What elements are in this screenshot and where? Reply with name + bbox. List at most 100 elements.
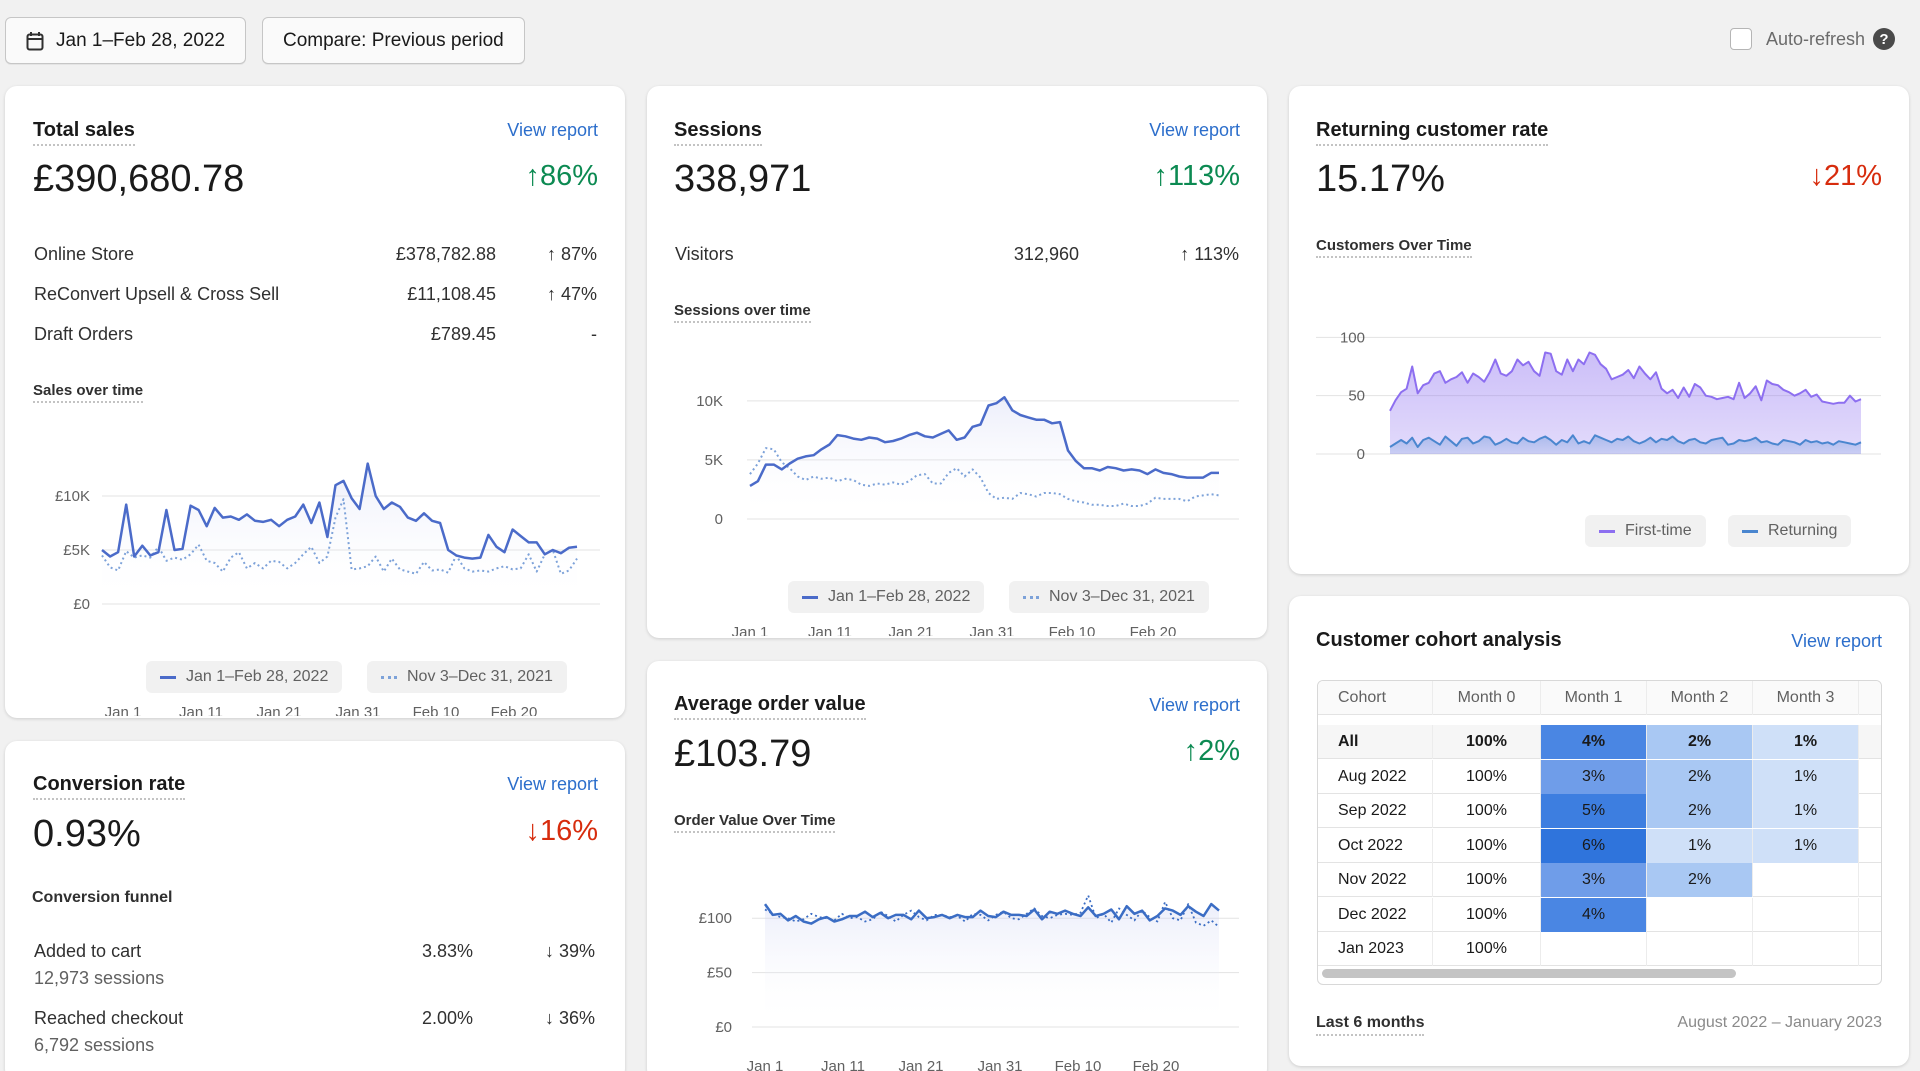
- chart-title[interactable]: Sales over time: [33, 382, 144, 403]
- cohort-cell: 1%: [1647, 828, 1753, 863]
- chart-title[interactable]: Order Value Over Time: [674, 812, 836, 833]
- view-report-link[interactable]: View report: [507, 774, 598, 794]
- table-row: Jan 2023 100%: [1318, 932, 1881, 966]
- y-tick-label: 5K: [705, 452, 723, 469]
- returning-change: ↓21%: [1809, 160, 1882, 192]
- card-title[interactable]: Sessions: [674, 119, 762, 146]
- period-range: August 2022 – January 2023: [1677, 1014, 1882, 1031]
- series-line: [101, 462, 578, 560]
- series-line: [1389, 434, 1862, 448]
- cohort-cell: 1%: [1753, 759, 1859, 794]
- x-tick-label: Feb 10: [1049, 624, 1096, 636]
- conversion-value: 0.93%: [33, 813, 141, 855]
- chart-title[interactable]: Customers Over Time: [1316, 237, 1472, 258]
- legend-returning[interactable]: Returning: [1728, 515, 1852, 547]
- visitors-value: 312,960: [1013, 244, 1079, 264]
- series-area: [1390, 352, 1861, 454]
- table-row: All 100% 4% 2% 1%: [1318, 725, 1881, 759]
- chart-title[interactable]: Sessions over time: [674, 302, 811, 323]
- x-tick-label: Jan 11: [821, 1058, 865, 1071]
- cohort-cell: Month 2: [1647, 681, 1753, 715]
- legend-label: Jan 1–Feb 28, 2022: [186, 668, 329, 685]
- x-tick-label: Feb 10: [413, 704, 460, 716]
- breakdown-change: ↑ 87%: [546, 244, 597, 264]
- returning-customer-card: Returning customer rate 15.17% ↓21% Cust…: [1289, 86, 1909, 574]
- previous-period-line: [749, 447, 1220, 507]
- cohort-cell: Month 3: [1753, 681, 1859, 715]
- view-report-link[interactable]: View report: [1149, 120, 1240, 140]
- cohort-label: Dec 2022: [1318, 897, 1433, 932]
- legend-current[interactable]: Jan 1–Feb 28, 2022: [788, 581, 985, 613]
- legend-label: Returning: [1768, 522, 1838, 539]
- y-tick-label: £100: [699, 910, 732, 927]
- funnel-step-value: 3.83%: [421, 941, 473, 961]
- cohort-cell: Month 1: [1541, 681, 1647, 715]
- sessions-change: ↑113%: [1153, 160, 1240, 192]
- aov-value: £103.79: [674, 733, 812, 775]
- help-icon[interactable]: ?: [1873, 28, 1895, 50]
- funnel-step-label: Reached checkout: [34, 1008, 184, 1028]
- series-area: [765, 904, 1219, 1027]
- average-order-value-card: Average order value View report £103.79 …: [647, 661, 1267, 1071]
- toolbar: Jan 1–Feb 28, 2022 Compare: Previous per…: [0, 0, 1920, 80]
- legend-label: Nov 3–Dec 31, 2021: [1049, 588, 1195, 605]
- card-title: Customer cohort analysis: [1316, 629, 1562, 651]
- cohort-cell: 1%: [1753, 828, 1859, 863]
- cohort-cell: [1753, 897, 1859, 932]
- breakdown-label: ReConvert Upsell & Cross Sell: [34, 284, 280, 304]
- series-line: [1389, 351, 1862, 412]
- funnel-step-value: 2.00%: [421, 1008, 473, 1028]
- cohort-table: Cohort Month 0 Month 1 Month 2 Month 3 All 100…: [1317, 680, 1882, 985]
- card-title[interactable]: Average order value: [674, 693, 866, 720]
- date-range-label: Jan 1–Feb 28, 2022: [56, 29, 226, 51]
- aov-chart: £0 £50 £100 Jan 1 Jan 11 Jan 21 Jan 31 Feb 10 Fe…: [699, 894, 1239, 1071]
- table-row: Nov 2022 100% 3% 2%: [1318, 863, 1881, 897]
- funnel-step-change: ↓ 36%: [544, 1008, 595, 1028]
- x-tick-label: Jan 11: [179, 704, 223, 716]
- legend-previous[interactable]: Nov 3–Dec 31, 2021: [1009, 581, 1209, 613]
- cohort-cell: 4%: [1541, 897, 1647, 932]
- view-report-link[interactable]: View report: [1149, 695, 1240, 715]
- auto-refresh-label: Auto-refresh: [1765, 28, 1865, 49]
- visitors-label: Visitors: [675, 244, 734, 264]
- view-report-link[interactable]: View report: [507, 120, 598, 140]
- legend-first-time[interactable]: First-time: [1585, 515, 1706, 547]
- legend-previous[interactable]: Nov 3–Dec 31, 2021: [367, 661, 567, 693]
- cohort-cell: [1647, 932, 1753, 966]
- cohort-cell: 2%: [1647, 759, 1753, 794]
- card-title[interactable]: Total sales: [33, 119, 135, 146]
- y-tick-label: 0: [715, 511, 723, 528]
- cohort-cell: [1647, 897, 1753, 932]
- x-tick-label: Jan 21: [888, 624, 933, 636]
- breakdown-value: £378,782.88: [395, 244, 496, 264]
- horizontal-scrollbar[interactable]: [1322, 969, 1736, 978]
- period-selector[interactable]: Last 6 months: [1316, 1014, 1425, 1036]
- x-tick-label: Feb 10: [1055, 1058, 1102, 1071]
- x-tick-label: Jan 31: [335, 704, 380, 716]
- x-tick-label: Jan 11: [808, 624, 852, 636]
- funnel-step-label: Added to cart: [34, 941, 142, 961]
- legend-current[interactable]: Jan 1–Feb 28, 2022: [146, 661, 343, 693]
- breakdown-value: £789.45: [430, 324, 496, 344]
- view-report-link[interactable]: View report: [1791, 631, 1882, 651]
- breakdown-label: Draft Orders: [34, 324, 134, 344]
- legend-label: First-time: [1625, 522, 1692, 539]
- auto-refresh: Auto-refresh ?: [1729, 28, 1895, 50]
- cohort-cell: Month 0: [1433, 681, 1541, 715]
- compare-label: Compare: Previous period: [283, 29, 504, 51]
- cohort-cell: 3%: [1541, 863, 1647, 897]
- y-tick-label: £5K: [63, 542, 90, 559]
- auto-refresh-checkbox[interactable]: [1729, 28, 1752, 50]
- compare-button[interactable]: Compare: Previous period: [262, 17, 525, 64]
- date-range-button[interactable]: Jan 1–Feb 28, 2022: [5, 17, 247, 64]
- table-row: Dec 2022 100% 4%: [1318, 897, 1881, 932]
- table-header: Cohort Month 0 Month 1 Month 2 Month 3: [1318, 681, 1881, 715]
- x-tick-label: Jan 31: [977, 1058, 1022, 1071]
- cohort-cell: 5%: [1541, 794, 1647, 828]
- card-title[interactable]: Returning customer rate: [1316, 119, 1549, 146]
- breakdown-change: ↑ 47%: [546, 284, 597, 304]
- cohort-label: All: [1318, 725, 1433, 759]
- cohort-cell: 1%: [1753, 794, 1859, 828]
- card-title[interactable]: Conversion rate: [33, 773, 186, 800]
- legend-label: Nov 3–Dec 31, 2021: [407, 668, 553, 685]
